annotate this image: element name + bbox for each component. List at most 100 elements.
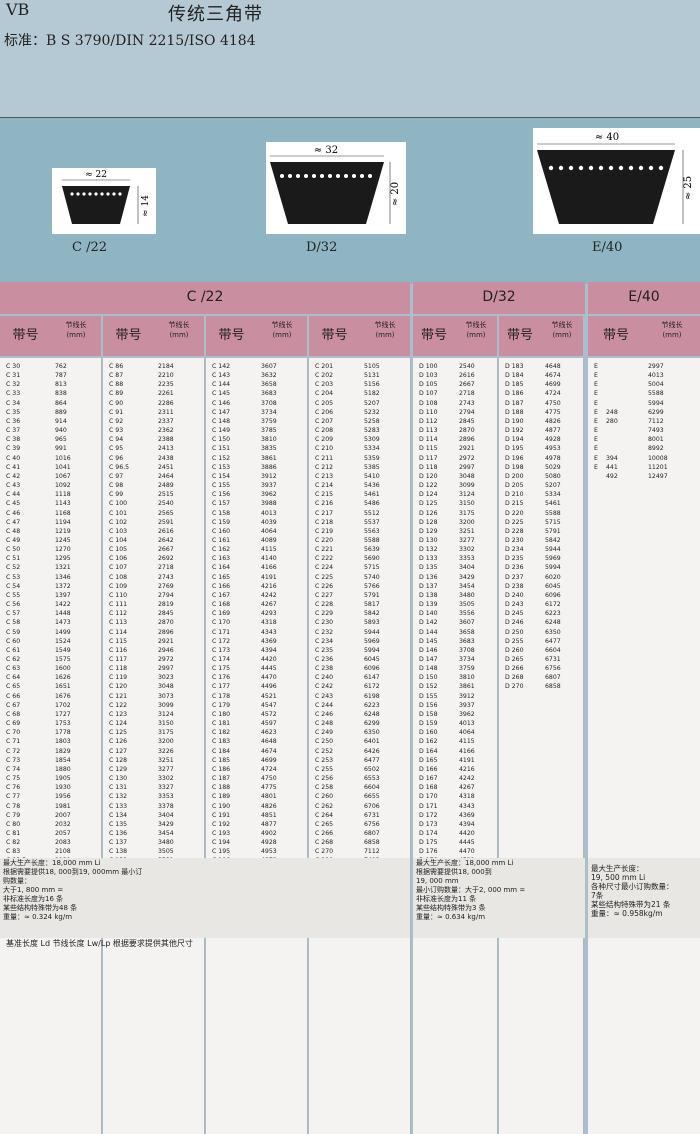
belt-code: C 93 — [109, 427, 124, 435]
belt-code: C 81 — [6, 829, 21, 837]
belt-code: C 203 — [315, 381, 334, 389]
belt-code: C 151 — [212, 445, 231, 453]
belt-code: C 174 — [212, 656, 231, 663]
belt-code: C 170 — [212, 619, 231, 627]
belt-code: C 204 — [315, 390, 334, 398]
belt-code: C 73 — [6, 756, 21, 764]
pitch-length: 6223 — [364, 701, 380, 709]
belt-code: D 255 — [505, 637, 524, 645]
belt-code: C 224 — [315, 564, 334, 572]
belt-code: E — [594, 463, 598, 471]
pitch-length: 3175 — [459, 509, 475, 517]
pitch-length: 6299 — [364, 720, 380, 728]
pitch-length: 1067 — [55, 472, 71, 480]
code-fragment: 441 — [606, 463, 618, 471]
belt-code: D 194 — [505, 436, 524, 444]
column-header-length: 节线长 (mm) — [257, 320, 307, 340]
pitch-length: 3099 — [158, 701, 174, 709]
pitch-length: 4166 — [459, 747, 475, 755]
pitch-length: 3150 — [459, 500, 475, 508]
belt-code: D 270 — [505, 683, 524, 691]
pitch-length: 3937 — [261, 482, 277, 490]
pitch-length: 6350 — [545, 628, 561, 636]
belt-code: C 211 — [315, 454, 334, 462]
footer-e-line: 重量：≈ 0.958kg/m — [591, 909, 663, 918]
pitch-length: 2540 — [459, 363, 475, 370]
footer-c-line: 非标准长度为16 条 — [3, 895, 64, 903]
belt-code: D 139 — [419, 601, 438, 609]
belt-code: C 43 — [6, 482, 21, 490]
belt-code: D 185 — [505, 381, 524, 389]
belt-code: C 42 — [6, 472, 21, 480]
belt-code: C 253 — [315, 756, 334, 764]
pitch-length: 3023 — [158, 674, 174, 682]
pitch-length: 3048 — [459, 472, 475, 480]
pitch-lengths: 3607 3632 3658 3683 3708 3734 3759 3785 3810 3835… — [261, 362, 277, 884]
belt-code: C 101 — [109, 509, 128, 517]
belt-code: C 53 — [6, 573, 21, 581]
pitch-length: 11201 — [648, 463, 668, 471]
belt-code: D 260 — [505, 646, 524, 654]
pitch-length: 4013 — [459, 720, 475, 728]
belt-e40-label: E/40 — [592, 240, 623, 255]
belt-code: C 91 — [109, 408, 124, 416]
belt-code: C 54 — [6, 582, 21, 590]
pitch-length: 4140 — [261, 555, 277, 563]
pitch-length: 2083 — [55, 839, 71, 847]
pitch-length: 5436 — [364, 482, 380, 490]
pitch-length: 3404 — [459, 564, 475, 572]
pitch-length: 2692 — [158, 555, 174, 563]
pitch-length: 3073 — [158, 692, 174, 700]
belt-code: D 164 — [419, 747, 438, 755]
belt-code: C 238 — [315, 665, 334, 673]
pitch-length: 5359 — [364, 454, 380, 462]
column-header-length-label: 节线长 — [465, 321, 487, 329]
belt-code: C 191 — [212, 811, 231, 819]
pitch-length: 3556 — [459, 610, 475, 618]
code-fragment: 248 — [606, 408, 618, 416]
pitch-length: 4724 — [261, 765, 277, 773]
pitch-length: 4877 — [545, 427, 561, 435]
pitch-length: 787 — [55, 372, 67, 380]
belt-code: D 118 — [419, 463, 438, 471]
belt-code: D 246 — [505, 619, 524, 627]
belt-code: C 105 — [109, 546, 128, 554]
column-header: 带号 节线长 (mm) — [206, 316, 307, 356]
belt-code: D 205 — [505, 482, 524, 490]
belt-code: C 94 — [109, 436, 124, 444]
pitch-length: 2057 — [55, 829, 71, 837]
pitch-length: 4648 — [545, 363, 561, 370]
belt-code: C 213 — [315, 472, 334, 480]
belt-code: C 229 — [315, 610, 334, 618]
belt-code: D 146 — [419, 646, 438, 654]
column-header-code: 带号 — [506, 328, 533, 343]
belt-code: C 194 — [212, 839, 231, 847]
pitch-length: 4750 — [261, 775, 277, 783]
pitch-length: 5207 — [364, 399, 380, 407]
pitch-length: 2667 — [158, 546, 174, 554]
column-header-length: 节线长 (mm) — [541, 320, 583, 340]
column-header-unit: (mm) — [662, 331, 682, 339]
column-header-code: 带号 — [602, 328, 629, 343]
pitch-length: 3175 — [158, 729, 174, 737]
pitch-length: 3505 — [158, 848, 174, 856]
pitch-length: 4572 — [261, 710, 277, 718]
pitch-length: 6248 — [364, 710, 380, 718]
pitch-length: 5461 — [545, 500, 561, 508]
pitch-length: 1626 — [55, 674, 71, 682]
pitch-length: 4547 — [261, 701, 277, 709]
pitch-length: 3150 — [158, 720, 174, 728]
footer-e-line: 19, 500 mm Li — [591, 873, 646, 882]
pitch-length: 4013 — [261, 509, 277, 517]
belt-d32-label: D/32 — [306, 240, 338, 255]
pitch-length: 5994 — [648, 399, 664, 407]
pitch-length: 5004 — [648, 381, 664, 389]
pitch-length: 1372 — [55, 582, 71, 590]
belt-code: D 188 — [505, 408, 524, 416]
pitch-length: 2032 — [55, 820, 71, 828]
pitch-length: 4394 — [261, 646, 277, 654]
belt-code: C 38 — [6, 436, 21, 444]
header-divider — [0, 117, 700, 118]
belt-code: C 260 — [315, 793, 334, 801]
pitch-length: 3251 — [459, 527, 475, 535]
